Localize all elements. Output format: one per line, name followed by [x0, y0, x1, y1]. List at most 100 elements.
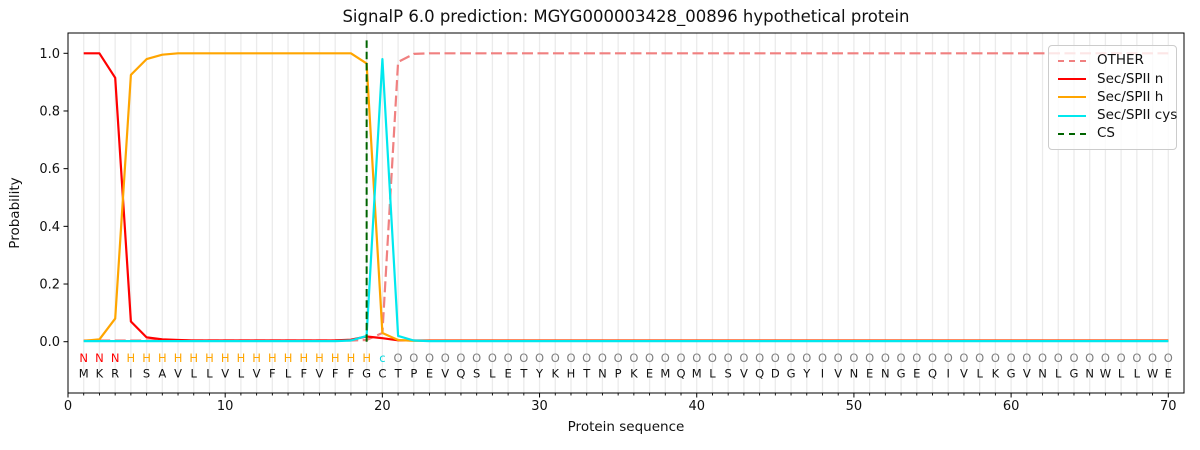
sequence-letter: E [866, 367, 873, 381]
sequence-letter: V [221, 367, 229, 381]
region-letter: O [1101, 351, 1110, 365]
region-letter: O [881, 351, 890, 365]
sequence-letter: A [158, 367, 166, 381]
sequence-letter: W [1100, 367, 1111, 381]
sequence-letter: N [1038, 367, 1047, 381]
sequence-letter: G [1070, 367, 1079, 381]
sequence-letter: S [143, 367, 150, 381]
y-tick-label: 1.0 [39, 47, 60, 62]
legend-line-swatch [1058, 114, 1086, 117]
sequence-letter: F [300, 367, 307, 381]
sequence-letter: P [410, 367, 417, 381]
region-letter: O [818, 351, 827, 365]
sequence-letter: H [567, 367, 576, 381]
region-letter: O [1148, 351, 1157, 365]
sequence-letter: Y [802, 367, 811, 381]
region-letter: H [205, 351, 214, 365]
probability-curves [83, 52, 1169, 343]
x-axis-label: Protein sequence [567, 419, 685, 435]
region-letter: O [519, 351, 528, 365]
sequence-letter: I [821, 367, 824, 381]
region-letter: O [787, 351, 796, 365]
region-letter: N [111, 351, 120, 365]
legend-label: Sec/SPII cys [1097, 106, 1178, 123]
sequence-letter: L [489, 367, 496, 381]
sequence-letter: G [897, 367, 906, 381]
y-tick-label: 0.8 [39, 104, 60, 119]
region-letter: O [755, 351, 764, 365]
sequence-letter: N [881, 367, 890, 381]
region-letter: O [394, 351, 403, 365]
x-tick-label: 50 [846, 399, 863, 414]
sequence-letter: E [426, 367, 433, 381]
region-letter: O [1069, 351, 1078, 365]
sequence-letter: K [992, 367, 1000, 381]
sequence-letter: V [740, 367, 748, 381]
sequence-letter: Q [755, 367, 764, 381]
region-letter: O [504, 351, 513, 365]
sequence-letter: M [660, 367, 670, 381]
sequence-letter: G [362, 367, 371, 381]
x-tick-label: 30 [531, 399, 548, 414]
region-letter: H [331, 351, 340, 365]
x-tick-label: 40 [688, 399, 705, 414]
sequence-letter: C [378, 367, 386, 381]
region-letter: O [771, 351, 780, 365]
sequence-letter: V [253, 367, 261, 381]
region-letter: O [551, 351, 560, 365]
legend-label: CS [1097, 125, 1115, 142]
region-letter: O [598, 351, 607, 365]
curve-sec-spii-cys [83, 57, 1169, 343]
region-letter: H [158, 351, 167, 365]
legend-item-sec-spii-cys: Sec/SPII cys [1058, 107, 1177, 125]
region-letter: O [535, 351, 544, 365]
region-letter: H [142, 351, 151, 365]
region-letter: O [739, 351, 748, 365]
sequence-letter: L [238, 367, 245, 381]
sequence-letter: K [551, 367, 559, 381]
region-letter: O [912, 351, 921, 365]
legend-item-cs: CS [1058, 125, 1167, 143]
sequence-letter: L [1055, 367, 1062, 381]
x-tick-label: 60 [1003, 399, 1020, 414]
sequence-letter: N [1085, 367, 1094, 381]
sequence-letter: L [191, 367, 198, 381]
y-tick-label: 0.0 [39, 335, 60, 350]
region-letter: O [629, 351, 638, 365]
region-letter: O [834, 351, 843, 365]
region-letter: O [724, 351, 733, 365]
sequence-letter: L [709, 367, 716, 381]
sequence-letter: E [504, 367, 511, 381]
region-letter: O [1007, 351, 1016, 365]
legend-line-swatch [1058, 96, 1086, 99]
x-tick-label: 10 [217, 399, 234, 414]
x-tick-label: 20 [374, 399, 391, 414]
region-letter: O [582, 351, 591, 365]
sequence-letter: L [206, 367, 213, 381]
sequence-letter: V [174, 367, 182, 381]
region-letter: O [1132, 351, 1141, 365]
region-letter: H [252, 351, 261, 365]
region-letter: O [802, 351, 811, 365]
sequence-letter: S [473, 367, 480, 381]
legend-item-sec-spii-n: Sec/SPII n [1058, 70, 1167, 88]
region-letter: O [897, 351, 906, 365]
plot-frame [67, 32, 1185, 394]
sequence-letter: D [771, 367, 780, 381]
region-letter: O [661, 351, 670, 365]
legend-label: Sec/SPII n [1097, 70, 1164, 87]
y-tick-label: 0.6 [39, 162, 60, 177]
legend-line-swatch [1058, 78, 1086, 81]
region-letter: H [347, 351, 356, 365]
sequence-letter: L [976, 367, 983, 381]
sequence-letter: I [129, 367, 132, 381]
region-letter: H [237, 351, 246, 365]
region-letter: O [1117, 351, 1126, 365]
region-letter: O [456, 351, 465, 365]
sequence-letter: K [630, 367, 638, 381]
sequence-letter: M [79, 367, 89, 381]
sequence-letter: Q [676, 367, 685, 381]
region-letter: H [174, 351, 183, 365]
